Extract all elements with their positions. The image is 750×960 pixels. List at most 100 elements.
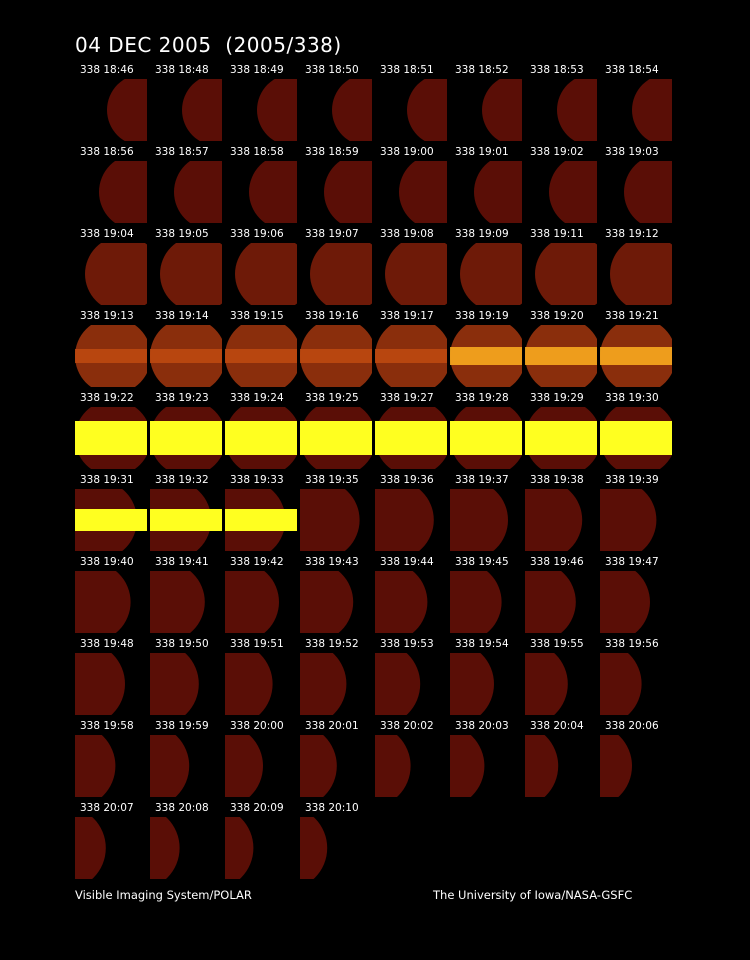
frame-timestamp: 338 19:52 <box>305 638 359 650</box>
earth-disk-image <box>375 79 447 141</box>
image-frame: 338 20:10 <box>300 800 372 880</box>
image-frame: 338 19:25 <box>300 390 372 470</box>
earth-disk-image <box>150 735 222 797</box>
image-frame: 338 19:39 <box>600 472 672 552</box>
image-frame: 338 18:53 <box>525 62 597 142</box>
earth-disk-image <box>75 325 147 387</box>
image-frame: 338 19:38 <box>525 472 597 552</box>
frame-timestamp: 338 19:13 <box>80 310 134 322</box>
image-frame: 338 19:45 <box>450 554 522 634</box>
earth-disk-image <box>150 817 222 879</box>
earth-disk-image <box>600 325 672 387</box>
frame-timestamp: 338 19:20 <box>530 310 584 322</box>
image-frame: 338 19:17 <box>375 308 447 388</box>
image-frame: 338 18:50 <box>300 62 372 142</box>
frame-timestamp: 338 19:31 <box>80 474 134 486</box>
earth-disk-image <box>450 243 522 305</box>
frame-timestamp: 338 18:50 <box>305 64 359 76</box>
image-frame: 338 19:42 <box>225 554 297 634</box>
earth-disk-image <box>225 79 297 141</box>
image-frame: 338 19:41 <box>150 554 222 634</box>
frame-timestamp: 338 19:28 <box>455 392 509 404</box>
frame-timestamp: 338 19:47 <box>605 556 659 568</box>
image-frame: 338 19:56 <box>600 636 672 716</box>
image-frame: 338 20:00 <box>225 718 297 798</box>
frame-timestamp: 338 18:48 <box>155 64 209 76</box>
frame-timestamp: 338 19:07 <box>305 228 359 240</box>
earth-disk-image <box>150 571 222 633</box>
earth-disk-image <box>525 79 597 141</box>
image-frame: 338 20:08 <box>150 800 222 880</box>
earth-disk-image <box>300 243 372 305</box>
frame-timestamp: 338 19:15 <box>230 310 284 322</box>
image-frame: 338 19:58 <box>75 718 147 798</box>
earth-disk-image <box>600 161 672 223</box>
frame-timestamp: 338 18:59 <box>305 146 359 158</box>
frame-timestamp: 338 20:06 <box>605 720 659 732</box>
earth-disk-image <box>375 489 447 551</box>
earth-disk-image <box>525 325 597 387</box>
image-frame: 338 19:54 <box>450 636 522 716</box>
image-frame: 338 19:02 <box>525 144 597 224</box>
institution-credit: The University of Iowa/NASA-GSFC <box>433 888 633 902</box>
image-frame: 338 19:00 <box>375 144 447 224</box>
image-frame: 338 18:59 <box>300 144 372 224</box>
earth-disk-image <box>600 79 672 141</box>
image-frame: 338 19:05 <box>150 226 222 306</box>
earth-disk-image <box>300 325 372 387</box>
frame-timestamp: 338 20:10 <box>305 802 359 814</box>
earth-disk-image <box>300 735 372 797</box>
earth-disk-image <box>300 817 372 879</box>
frame-timestamp: 338 19:37 <box>455 474 509 486</box>
image-frame: 338 19:31 <box>75 472 147 552</box>
frame-timestamp: 338 19:55 <box>530 638 584 650</box>
earth-disk-image <box>450 653 522 715</box>
image-frame: 338 19:32 <box>150 472 222 552</box>
earth-disk-image <box>75 407 147 469</box>
image-frame: 338 19:03 <box>600 144 672 224</box>
earth-disk-image <box>375 243 447 305</box>
frame-timestamp: 338 19:56 <box>605 638 659 650</box>
frame-timestamp: 338 18:46 <box>80 64 134 76</box>
frame-timestamp: 338 19:22 <box>80 392 134 404</box>
frame-timestamp: 338 19:00 <box>380 146 434 158</box>
earth-disk-image <box>600 243 672 305</box>
frame-timestamp: 338 19:50 <box>155 638 209 650</box>
earth-disk-image <box>75 817 147 879</box>
image-frame: 338 20:03 <box>450 718 522 798</box>
earth-disk-image <box>600 653 672 715</box>
frame-timestamp: 338 20:09 <box>230 802 284 814</box>
image-frame: 338 19:35 <box>300 472 372 552</box>
frame-timestamp: 338 19:40 <box>80 556 134 568</box>
earth-disk-image <box>600 571 672 633</box>
earth-disk-image <box>225 735 297 797</box>
earth-disk-image <box>375 735 447 797</box>
frame-timestamp: 338 19:06 <box>230 228 284 240</box>
earth-disk-image <box>525 407 597 469</box>
frame-timestamp: 338 19:19 <box>455 310 509 322</box>
frame-timestamp: 338 19:05 <box>155 228 209 240</box>
earth-disk-image <box>150 489 222 551</box>
earth-disk-image <box>150 325 222 387</box>
image-frame: 338 19:23 <box>150 390 222 470</box>
frame-timestamp: 338 19:16 <box>305 310 359 322</box>
page-title: 04 DEC 2005 (2005/338) <box>75 33 342 57</box>
image-frame: 338 19:50 <box>150 636 222 716</box>
earth-disk-image <box>450 79 522 141</box>
frame-timestamp: 338 19:14 <box>155 310 209 322</box>
image-frame: 338 18:49 <box>225 62 297 142</box>
image-frame: 338 19:22 <box>75 390 147 470</box>
frame-timestamp: 338 20:08 <box>155 802 209 814</box>
image-frame: 338 19:37 <box>450 472 522 552</box>
frame-timestamp: 338 18:53 <box>530 64 584 76</box>
frame-timestamp: 338 19:02 <box>530 146 584 158</box>
earth-disk-image <box>450 407 522 469</box>
image-frame: 338 19:55 <box>525 636 597 716</box>
earth-disk-image <box>225 571 297 633</box>
image-frame: 338 19:13 <box>75 308 147 388</box>
image-frame: 338 19:12 <box>600 226 672 306</box>
earth-disk-image <box>300 407 372 469</box>
image-frame: 338 20:02 <box>375 718 447 798</box>
frame-timestamp: 338 19:27 <box>380 392 434 404</box>
earth-disk-image <box>525 243 597 305</box>
